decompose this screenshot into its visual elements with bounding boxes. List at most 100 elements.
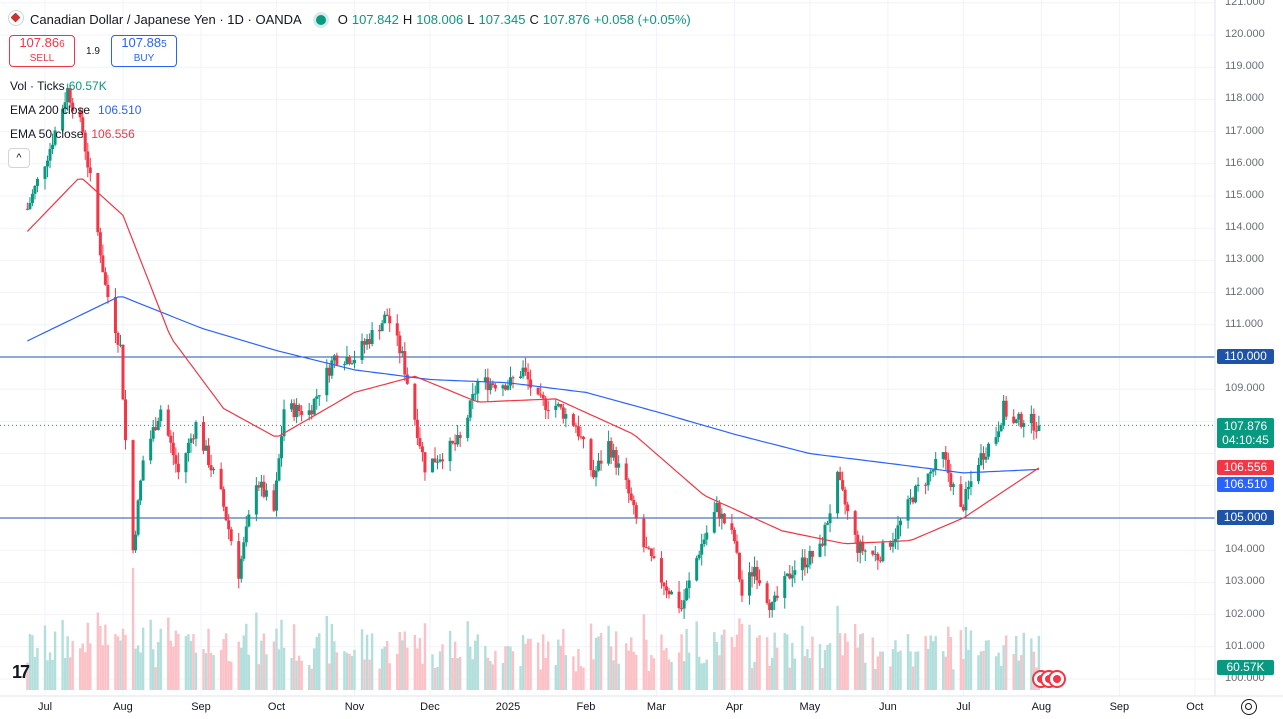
candle-body — [609, 441, 613, 458]
candle-body — [929, 471, 933, 474]
volume-bar — [418, 638, 422, 690]
volume-bar — [1002, 645, 1005, 690]
candle-body — [292, 403, 296, 418]
volume-bar — [476, 634, 479, 690]
volume-bar — [660, 634, 663, 690]
volume-bar — [589, 623, 593, 690]
gear-icon[interactable] — [1241, 699, 1257, 715]
volume-bar — [48, 652, 52, 690]
candle-body — [350, 363, 354, 365]
candle-body — [594, 470, 598, 478]
volume-bar — [592, 659, 595, 690]
volume-bar — [682, 661, 686, 690]
candle-body — [33, 185, 37, 194]
candle-body — [617, 463, 621, 468]
economic-events-icon[interactable] — [1032, 670, 1070, 690]
volume-bar — [687, 652, 691, 690]
price-axis-label: 113.000 — [1225, 253, 1264, 266]
volume-bar — [539, 669, 542, 690]
buy-price: 107.88 — [121, 35, 162, 50]
candle-body — [78, 110, 82, 118]
candle-body — [466, 417, 470, 438]
volume-bar — [967, 649, 970, 690]
volume-bar — [421, 663, 424, 690]
candle-body — [237, 541, 241, 579]
candle-body — [737, 552, 741, 580]
indicator-ema200[interactable]: EMA 200 close 106.510 — [10, 103, 141, 117]
candle-body — [317, 395, 321, 397]
candle-body — [71, 102, 75, 111]
candle-body — [581, 436, 585, 440]
candle-body — [571, 414, 575, 426]
candle-body — [599, 460, 603, 464]
candle-body — [423, 452, 427, 473]
buy-button[interactable]: 107.885 BUY — [111, 35, 177, 67]
time-axis-label: Feb — [576, 701, 596, 713]
volume-bar — [547, 641, 550, 690]
tradingview-logo[interactable]: 17 — [12, 662, 30, 682]
collapse-indicators-button[interactable]: ^ — [8, 148, 30, 168]
volume-bar — [791, 642, 794, 690]
sell-button[interactable]: 107.866 SELL — [9, 35, 75, 67]
time-axis-label: Aug — [113, 701, 133, 713]
indicator-volume[interactable]: Vol · Ticks 60.57K — [10, 79, 107, 93]
candle-body — [959, 484, 963, 507]
candle-body — [156, 420, 160, 431]
candle-body — [765, 583, 769, 604]
price-axis-label: 121.000 — [1225, 0, 1265, 8]
open-value: 107.842 — [351, 12, 399, 27]
candle-body — [1019, 413, 1023, 427]
candle-body — [501, 385, 505, 389]
grid — [0, 0, 1215, 696]
volume-bar — [436, 666, 439, 690]
indicator-ema50[interactable]: EMA 50 close 106.556 — [10, 127, 135, 141]
candle-body — [979, 453, 983, 466]
volume-bar — [861, 633, 864, 690]
volume-bar — [385, 641, 389, 690]
candle-body — [405, 374, 409, 384]
volume-bar — [247, 654, 251, 690]
time-axis-label: Jun — [879, 701, 897, 713]
volume-bar — [1020, 655, 1023, 690]
volume-bar — [647, 670, 651, 690]
candle-body — [773, 595, 777, 602]
candle-body — [1014, 419, 1018, 423]
volume-bar — [818, 644, 822, 690]
volume-bar — [909, 651, 912, 690]
candle-body — [800, 557, 804, 571]
candle-body — [247, 514, 251, 527]
volume-bar — [730, 636, 734, 690]
candle-body — [186, 442, 190, 454]
volume-bar — [416, 648, 419, 690]
volume-bar — [703, 662, 706, 690]
candle-body — [700, 544, 704, 555]
time-axis-label: Oct — [1186, 701, 1204, 713]
volume-bar — [959, 630, 963, 690]
candle-body — [209, 465, 213, 471]
volume-bar — [66, 636, 69, 690]
candle-body — [503, 385, 507, 390]
volume-bar — [413, 635, 417, 690]
volume-bar — [441, 644, 444, 690]
volume-bar — [614, 631, 618, 690]
candle-body — [808, 550, 812, 565]
volume-bar — [484, 645, 487, 690]
candle-body — [151, 427, 155, 439]
candle-body — [222, 489, 226, 507]
volume-bar — [207, 628, 210, 690]
candle-body — [476, 381, 480, 394]
volume-bar — [680, 634, 683, 690]
price-axis-label: 101.000 — [1225, 639, 1265, 652]
symbol-title[interactable]: Canadian Dollar / Japanese Yen · 1D · OA… — [30, 12, 302, 27]
candle-body — [758, 580, 762, 584]
candle-body — [184, 453, 188, 473]
volume-bar — [353, 649, 356, 690]
volume-bar — [735, 634, 739, 690]
volume-bar — [114, 634, 117, 690]
candle-body — [403, 351, 407, 375]
volume-bar — [929, 635, 932, 690]
candle-body — [662, 582, 666, 587]
candle-body — [911, 497, 915, 503]
candle-body — [893, 538, 897, 543]
